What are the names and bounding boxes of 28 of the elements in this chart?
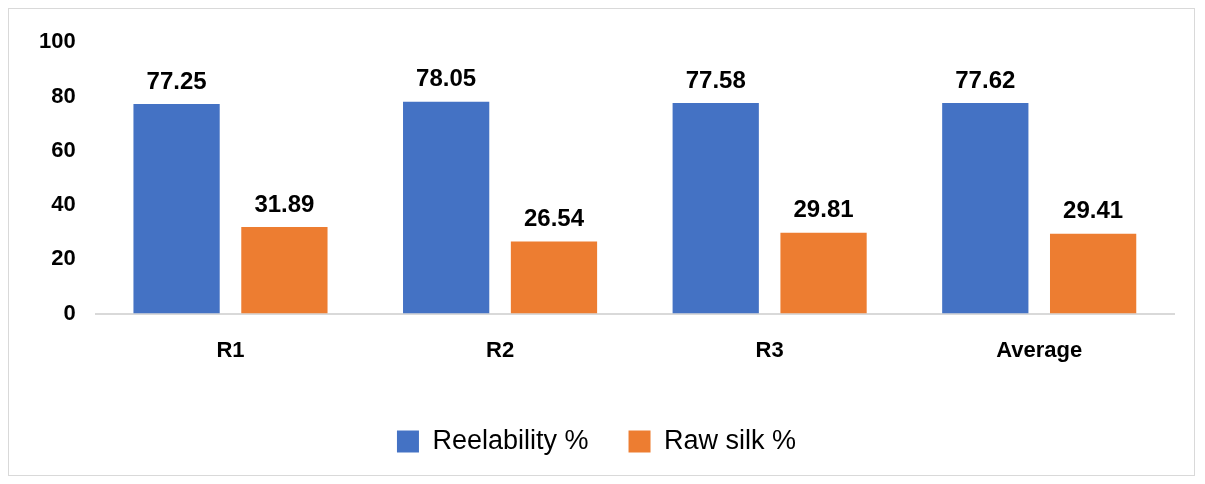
x-tick-label: R2: [486, 336, 515, 362]
data-label: 77.25: [146, 66, 207, 94]
bar: [403, 101, 490, 314]
bar: [510, 241, 598, 314]
bar: [133, 103, 220, 314]
y-tick-label: 100: [38, 28, 76, 54]
legend-label: Reelability %: [432, 424, 589, 455]
bar: [1050, 233, 1137, 314]
y-tick-label: 0: [63, 299, 76, 325]
y-tick-label: 80: [51, 82, 76, 108]
bar: [780, 232, 867, 314]
data-label: 77.58: [685, 65, 746, 93]
data-label: 29.81: [793, 195, 854, 223]
data-label: 77.62: [955, 65, 1016, 93]
y-tick-label: 60: [51, 136, 76, 162]
y-tick-label: 40: [51, 191, 76, 217]
y-tick-label: 20: [51, 245, 76, 271]
data-label: 26.54: [523, 204, 585, 232]
x-tick-label: Average: [996, 336, 1083, 362]
legend-label: Raw silk %: [664, 424, 797, 455]
data-label: 29.41: [1063, 196, 1124, 224]
data-label: 31.89: [254, 189, 315, 217]
bar: [672, 103, 759, 314]
x-tick-label: R1: [216, 336, 245, 362]
x-tick-label: R3: [755, 336, 784, 362]
data-label: 78.05: [416, 64, 477, 92]
bar: [942, 102, 1029, 314]
bar: [241, 227, 328, 314]
